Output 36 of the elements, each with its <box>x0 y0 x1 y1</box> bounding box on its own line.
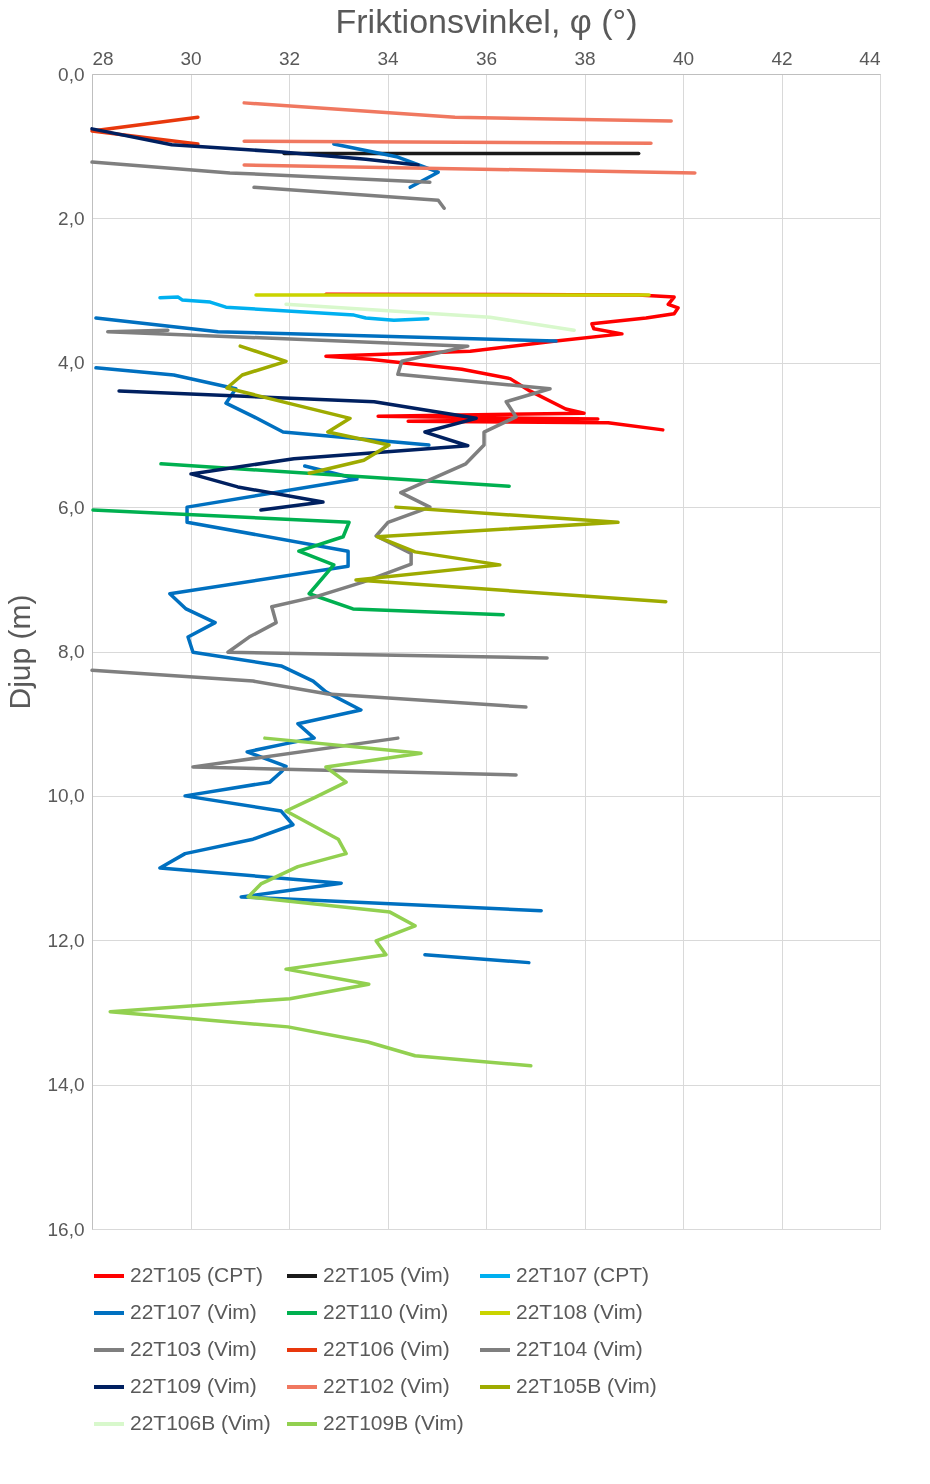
x-tick-label: 36 <box>475 47 498 69</box>
legend-label: 22T106 (Vim) <box>323 1337 450 1360</box>
y-tick-label: 6,0 <box>58 496 85 518</box>
legend-label: 22T108 (Vim) <box>516 1300 643 1323</box>
legend-label: 22T102 (Vim) <box>323 1374 450 1397</box>
y-tick-label: 2,0 <box>58 207 85 229</box>
line-series <box>108 736 533 1068</box>
legend-label: 22T105 (CPT) <box>130 1263 264 1286</box>
legend-label: 22T109 (Vim) <box>130 1374 257 1397</box>
y-tick-label: 12,0 <box>47 929 85 951</box>
legend-label: 22T104 (Vim) <box>516 1337 643 1360</box>
x-tick-label: 42 <box>771 47 793 69</box>
y-tick-label: 14,0 <box>47 1074 85 1096</box>
x-tick-label: 34 <box>377 47 399 69</box>
x-tick-label: 30 <box>180 47 202 69</box>
y-tick-label: 10,0 <box>47 785 85 807</box>
line-series <box>158 295 430 322</box>
legend-label: 22T107 (CPT) <box>516 1263 650 1286</box>
legend-label: 22T109B (Vim) <box>323 1411 464 1434</box>
y-tick-label: 8,0 <box>58 641 85 662</box>
y-tick-label: 16,0 <box>47 1218 85 1240</box>
x-tick-label: 32 <box>278 47 301 69</box>
legend-label: 22T107 (Vim) <box>130 1300 257 1323</box>
x-tick-label: 44 <box>859 47 881 69</box>
legend-label: 22T105 (Vim) <box>323 1263 450 1286</box>
legend-label: 22T103 (Vim) <box>130 1337 257 1360</box>
x-axis-title: Friktionsvinkel, φ (°) <box>335 1 638 40</box>
y-tick-label: 4,0 <box>58 352 85 374</box>
x-tick-label: 38 <box>574 47 596 69</box>
y-axis-title: Djup (m) <box>2 594 36 710</box>
legend-label: 22T110 (Vim) <box>323 1300 449 1323</box>
x-tick-label: 40 <box>672 47 695 69</box>
y-tick-label: 0,0 <box>58 63 85 85</box>
legend-label: 22T106B (Vim) <box>130 1411 271 1434</box>
x-tick-label: 28 <box>92 47 114 69</box>
legend-label: 22T105B (Vim) <box>516 1374 657 1397</box>
